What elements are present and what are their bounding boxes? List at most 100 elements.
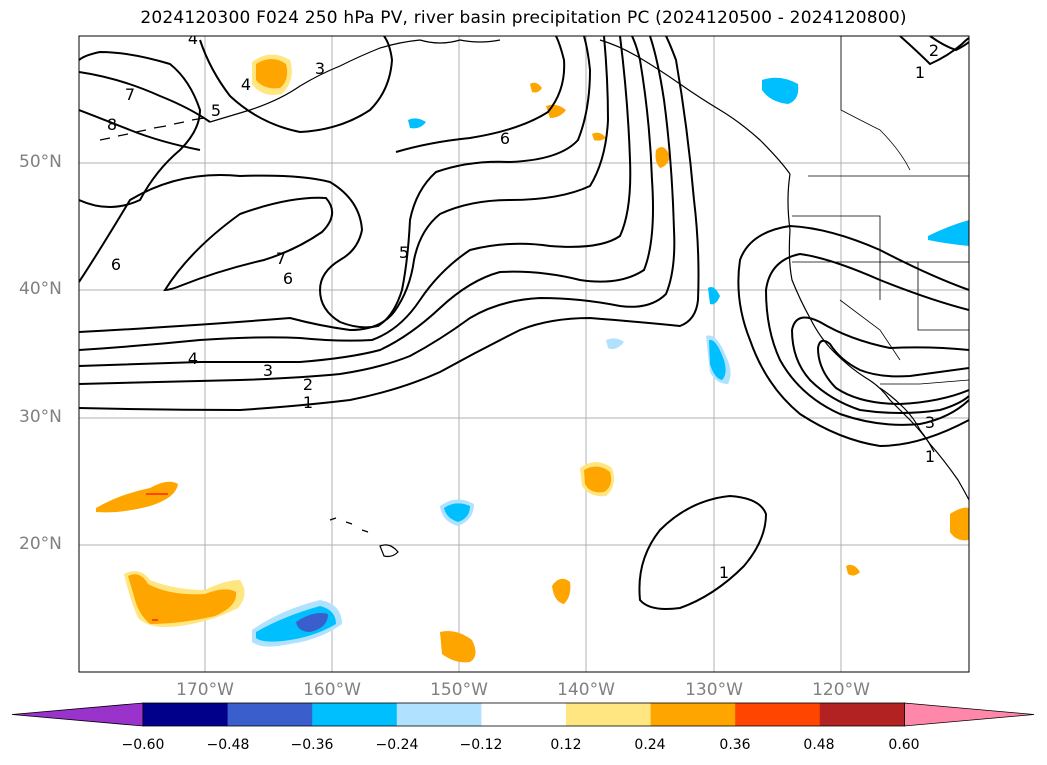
contour-7-inner <box>163 196 333 292</box>
lon-label-150w: 150°W <box>430 680 488 700</box>
map-frame <box>79 36 969 672</box>
contour-7 <box>79 71 211 123</box>
contour-label: 3 <box>925 413 935 432</box>
precip-negative-area <box>606 338 624 350</box>
lon-label-160w: 160°W <box>303 680 361 700</box>
colorbar-segment <box>396 703 482 726</box>
contour-label: 8 <box>107 115 117 134</box>
precip-positive-area <box>256 59 288 89</box>
lat-label-20: 20°N <box>19 534 62 554</box>
precip-negative-area <box>444 503 470 522</box>
colorbar-tick: −0.60 <box>121 737 165 753</box>
colorbar-tick: 0.48 <box>803 737 835 753</box>
contour-label: 1 <box>719 563 729 582</box>
contour-1-loop <box>638 494 768 610</box>
contour-label: 3 <box>263 361 273 380</box>
precip-positive-area <box>592 132 606 141</box>
precip-positive-area <box>655 147 670 168</box>
colorbar-tick: 0.12 <box>550 737 582 753</box>
lon-label-140w: 140°W <box>557 680 615 700</box>
contour-4-band <box>79 36 632 351</box>
colorbar-segment <box>143 703 229 726</box>
contour-east-1 <box>737 224 969 448</box>
contour-6-northcenter <box>395 36 566 153</box>
colorbar <box>11 702 1035 727</box>
contour-ne-2 <box>929 36 969 52</box>
precip-positive-area <box>584 466 612 493</box>
colorbar-tick: 0.60 <box>888 737 920 753</box>
contour-label: 4 <box>241 75 251 94</box>
colorbar-segment <box>650 703 736 726</box>
colorbar-tick: −0.12 <box>459 737 503 753</box>
colorbar-segment <box>312 703 398 726</box>
contour-5-band <box>79 36 610 333</box>
contour-6-band <box>79 36 592 329</box>
alaska-coast <box>209 39 791 175</box>
precip-negative-area <box>762 77 799 104</box>
lon-label-120w: 120°W <box>812 680 870 700</box>
precip-negative-area <box>708 287 720 305</box>
precip-negative-area <box>296 613 328 632</box>
contour-3-band <box>79 36 654 367</box>
west-coast <box>787 173 969 501</box>
contour-label: 1 <box>915 63 925 82</box>
gridlines <box>79 36 969 672</box>
colorbar-tick: 0.36 <box>719 737 751 753</box>
contour-label: 5 <box>211 101 221 120</box>
precip-negative-area <box>408 118 426 129</box>
contour-label: 1 <box>303 393 313 412</box>
precip-positive-area <box>530 82 542 93</box>
contour-5-north <box>199 36 394 134</box>
map-title: 2024120300 F024 250 hPa PV, river basin … <box>140 8 907 28</box>
precip-positive-area <box>440 631 476 663</box>
precip-positive-area <box>846 564 860 576</box>
contour-label: 3 <box>315 59 325 78</box>
contour-east-3 <box>790 316 969 414</box>
colorbar-tick: −0.36 <box>290 737 334 753</box>
map-border <box>78 35 970 673</box>
precip-shading <box>96 54 969 663</box>
precip-negative-area <box>928 220 969 246</box>
contour-ne-1 <box>899 36 969 66</box>
contour-label: 7 <box>276 249 286 268</box>
colorbar-segment <box>819 703 905 726</box>
contour-8 <box>79 109 201 151</box>
lat-label-40: 40°N <box>19 279 62 299</box>
contour-label: 2 <box>929 41 939 60</box>
contour-label: 6 <box>283 269 293 288</box>
lat-label-50: 50°N <box>19 152 62 172</box>
colorbar-segment <box>566 703 652 726</box>
contour-label: 1 <box>925 447 935 466</box>
colorbar-tick: 0.24 <box>634 737 666 753</box>
precip-positive-area <box>128 574 237 624</box>
precip-positive-area <box>96 481 178 513</box>
colorbar-extend-high <box>904 702 1035 727</box>
contour-label: 4 <box>188 29 198 48</box>
contour-east-2 <box>764 252 969 426</box>
coastlines <box>99 39 969 558</box>
contour-6-west <box>79 50 202 208</box>
baja-coast <box>879 387 935 453</box>
colorbar-tick: −0.48 <box>206 737 250 753</box>
colorbar-segment <box>735 703 821 726</box>
colorbar-segment <box>227 703 313 726</box>
colorbar-border <box>142 702 905 727</box>
contour-labels: 4 3 7 8 4 5 6 6 7 6 5 4 3 2 1 1 2 1 3 1 <box>107 29 939 582</box>
pv-contours <box>79 36 969 610</box>
aleutian-islands <box>99 117 205 141</box>
precip-negative-area <box>709 339 726 380</box>
colorbar-extend-low <box>11 702 144 727</box>
colorbar-segment <box>481 703 567 726</box>
contour-label: 2 <box>303 375 313 394</box>
contour-1-band <box>79 36 700 412</box>
contour-east-4 <box>816 339 969 406</box>
contour-label: 6 <box>111 255 121 274</box>
contour-label: 5 <box>399 243 409 262</box>
lon-label-170w: 170°W <box>176 680 234 700</box>
lon-label-130w: 130°W <box>685 680 743 700</box>
contour-label: 7 <box>125 85 135 104</box>
hawaii-islands <box>329 517 399 558</box>
lat-label-30: 30°N <box>19 407 62 427</box>
precip-positive-area <box>552 578 571 604</box>
